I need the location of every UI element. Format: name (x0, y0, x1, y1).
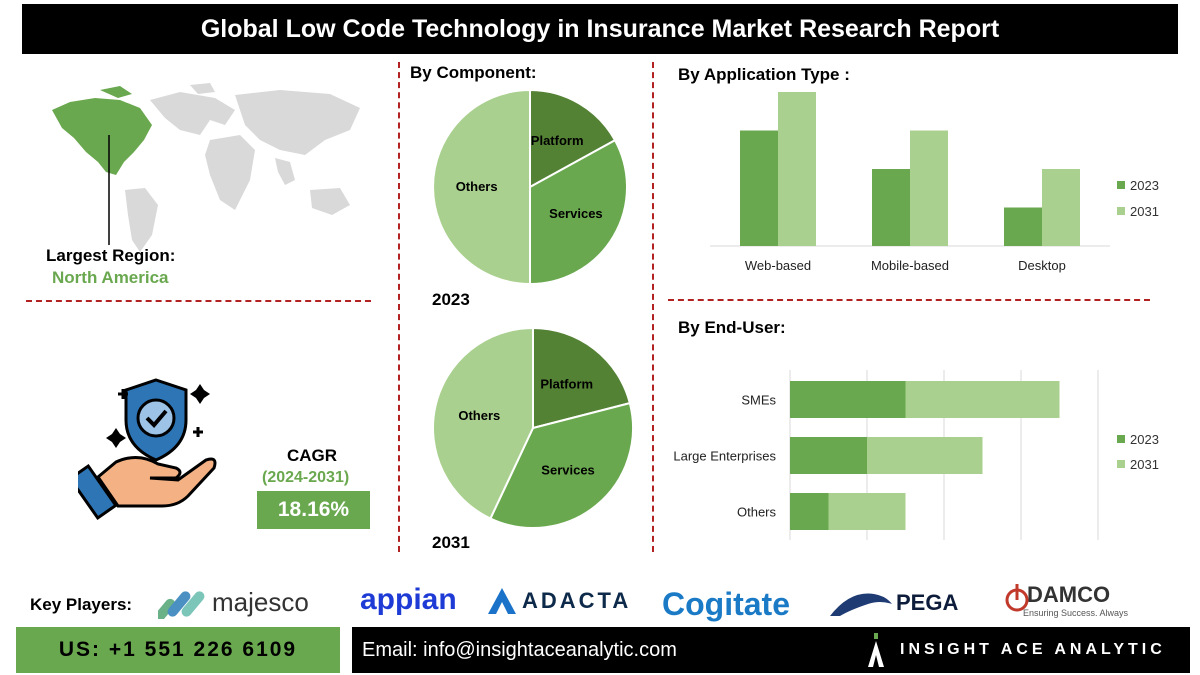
bar-web-based-2023 (740, 130, 778, 246)
email-bar: Email: info@insightaceanalytic.com INSIG… (352, 627, 1190, 673)
pie-slice-others-2023 (432, 88, 531, 286)
pega-icon (830, 593, 892, 616)
pie-slice-services-2023 (529, 138, 628, 286)
hbar-category-label: SMEs (741, 393, 776, 408)
cogitate-logo: Cogitate (662, 585, 790, 622)
hbar-category-label: Large Enterprises (673, 449, 776, 464)
damco-tagline: Ensuring Success. Always (1023, 608, 1129, 618)
hbar-legend-swatch-2031 (1117, 460, 1125, 468)
largest-region-value: North America (52, 268, 169, 287)
end-user-title: By End-User: (678, 318, 786, 337)
pie-caption-2031: 2031 (432, 533, 470, 552)
legend-swatch-2023 (1117, 181, 1125, 189)
report-title: Global Low Code Technology in Insurance … (22, 4, 1178, 54)
majesco-logo: majesco (158, 582, 309, 622)
pie-caption-2023: 2023 (432, 290, 470, 309)
pie-slice-others-2031 (432, 326, 534, 520)
pie-label-services: Services (549, 206, 603, 221)
pie-label-services: Services (541, 462, 595, 477)
application-title: By Application Type : (678, 65, 850, 84)
insurance-hand-icon (78, 378, 217, 521)
hbar-legend-label-2031: 2031 (1130, 457, 1159, 472)
damco-text: DAMCO (1027, 582, 1111, 607)
bar-desktop-2031 (1042, 169, 1080, 246)
bar-desktop-2023 (1004, 207, 1042, 246)
component-pie-charts: Platform Services Others 2023 Platform Servic… (432, 88, 634, 552)
email-link[interactable]: Email: info@insightaceanalytic.com (362, 639, 677, 661)
bar-mobile-based-2023 (872, 169, 910, 246)
adacta-logo: ADACTA (488, 586, 631, 616)
appian-logo: appian (360, 583, 457, 616)
bar-category-label: Desktop (1018, 258, 1066, 273)
brand-name: INSIGHT ACE ANALYTIC (900, 641, 1166, 658)
bar-web-based-2031 (778, 92, 816, 246)
pie-slice-platform-2031 (532, 326, 632, 430)
pie-slice-platform-2023 (529, 88, 617, 189)
phone-number[interactable]: US: +1 551 226 6109 (16, 627, 340, 673)
end-user-bar-chart: SMEs Large Enterprises Others 2023 2031 (673, 370, 1159, 540)
hbar-large-enterprises-2023 (790, 437, 867, 474)
divider-charts (668, 299, 1150, 301)
hbar-legend-label-2023: 2023 (1130, 432, 1159, 447)
hbar-legend-swatch-2023 (1117, 435, 1125, 443)
cagr-value: 18.16% (257, 491, 370, 529)
hbar-others-2023 (790, 493, 829, 530)
legend-label-2023: 2023 (1130, 178, 1159, 193)
bar-category-label: Mobile-based (871, 258, 949, 273)
pie-slice-services-2031 (489, 401, 634, 529)
key-players-label: Key Players: (30, 595, 133, 614)
majesco-text: majesco (212, 586, 309, 617)
bar-category-label: Web-based (745, 258, 811, 273)
pie-label-others: Others (456, 179, 498, 194)
pie-label-platform: Platform (531, 133, 584, 148)
component-title: By Component: (410, 63, 537, 82)
insight-ace-icon (868, 633, 884, 667)
hbar-smes-2031 (905, 381, 1060, 418)
legend-swatch-2031 (1117, 207, 1125, 215)
pie-label-platform: Platform (540, 377, 593, 392)
bar-mobile-based-2031 (910, 130, 948, 246)
pie-label-others: Others (458, 408, 500, 423)
hbar-others-2031 (828, 493, 906, 530)
damco-logo: DAMCO Ensuring Success. Always (1005, 582, 1135, 622)
hbar-smes-2023 (790, 381, 906, 418)
legend-label-2031: 2031 (1130, 204, 1159, 219)
hbar-category-label: Others (737, 505, 777, 520)
pega-logo: PEGA (830, 586, 958, 620)
divider-left (398, 62, 400, 552)
majesco-icon (158, 591, 205, 619)
cagr-label: CAGR (287, 446, 338, 465)
damco-icon (1005, 584, 1029, 612)
adacta-icon (488, 588, 516, 614)
largest-region-label: Largest Region: (46, 246, 176, 265)
world-map (52, 83, 360, 252)
divider-region (26, 300, 371, 302)
hbar-large-enterprises-2031 (867, 437, 983, 474)
pega-text: PEGA (896, 590, 959, 615)
cagr-period: (2024-2031) (262, 469, 350, 486)
divider-right (652, 62, 654, 552)
adacta-text: ADACTA (522, 588, 632, 613)
application-bar-chart: Web-based Mobile-based Desktop 2023 2031 (710, 92, 1159, 273)
